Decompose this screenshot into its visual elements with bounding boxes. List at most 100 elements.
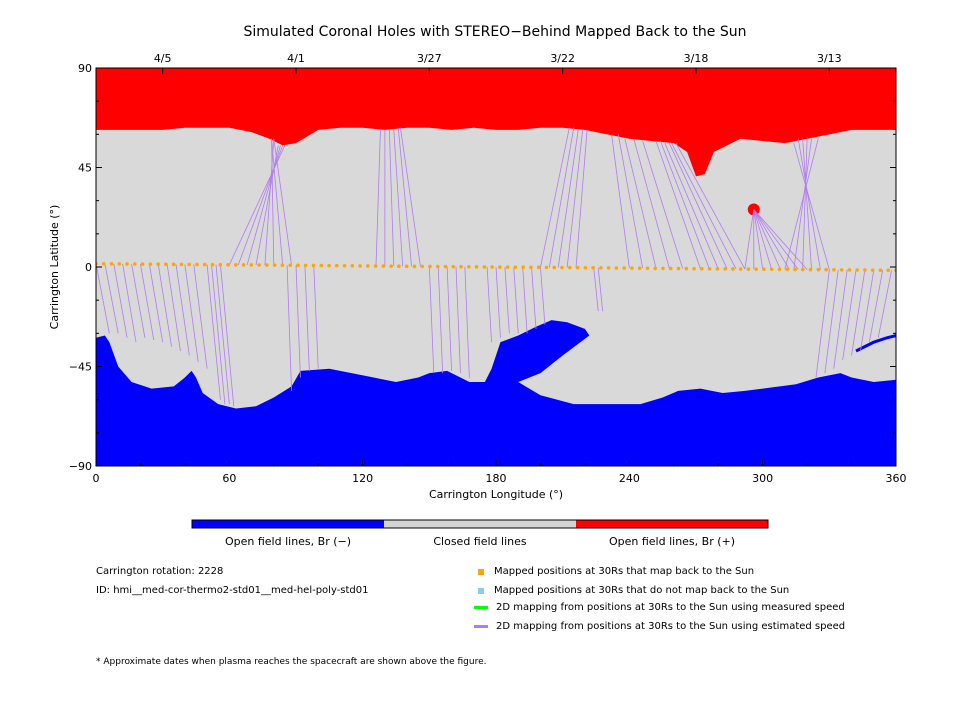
mapped-position-point (451, 264, 456, 269)
mapped-position-point (606, 266, 611, 270)
mapping-line (675, 142, 746, 270)
date-tick-label: 4/1 (287, 52, 305, 65)
north-coronal-hole (96, 68, 896, 177)
x-tick-label: 300 (752, 472, 773, 485)
mapping-line (504, 267, 510, 334)
mapped-position-point (241, 263, 246, 267)
legend-not-mapped: Mapped positions at 30Rs that do not map… (478, 585, 789, 596)
x-tick-label: 180 (486, 472, 507, 485)
mapped-position-point (397, 264, 401, 268)
mapping-line (815, 269, 830, 378)
mapping-line (664, 143, 719, 269)
mapped-position-point (428, 264, 432, 269)
mapping-line (753, 209, 808, 270)
mapping-line (540, 267, 546, 325)
y-tick-label: 90 (78, 62, 92, 75)
mapped-position-point (117, 262, 122, 266)
mapped-position-point (707, 266, 712, 271)
mapped-position-point (342, 263, 347, 268)
plot-area (96, 68, 896, 466)
mapped-position-point (863, 268, 867, 272)
mapping-line (215, 264, 230, 405)
footnote: * Approximate dates when plasma reaches … (96, 657, 487, 667)
legend-mapped-back: Mapped positions at 30Rs that map back t… (478, 566, 754, 577)
mapped-position-point (661, 266, 665, 271)
mapped-position-point (785, 267, 790, 272)
mapping-line (286, 265, 292, 391)
y-tick-label: 45 (78, 162, 92, 175)
mapped-position-point (319, 263, 324, 268)
legend-estimated-speed-label: 2D mapping from positions at 30Rs to the… (496, 621, 846, 632)
date-tick-label: 3/18 (684, 52, 709, 65)
mapping-line (375, 129, 381, 267)
mapping-line (597, 267, 604, 312)
mapped-position-point (731, 267, 735, 271)
mapped-position-point (109, 262, 114, 266)
chart-title: Simulated Coronal Holes with STEREO−Behi… (243, 24, 746, 40)
mapped-position-point (529, 265, 533, 270)
mapping-line (642, 140, 684, 269)
mapped-position-point (490, 265, 494, 269)
date-tick-label: 4/5 (154, 52, 172, 65)
mapped-position-point (847, 268, 852, 272)
mapping-line (157, 264, 172, 347)
mapped-position-point (334, 263, 339, 268)
mapped-position-point (754, 267, 758, 271)
mapping-line (428, 266, 435, 374)
mapped-position-point (443, 264, 448, 269)
south-coronal-hole (96, 320, 896, 466)
mapping-line (753, 209, 764, 270)
mapping-line (793, 143, 830, 270)
mapping-line (877, 270, 892, 338)
mapped-position-point (824, 267, 828, 272)
mapping-line (617, 134, 644, 269)
colorbar-frame (191, 519, 769, 529)
mapped-position-point (467, 264, 471, 269)
mapped-position-point (591, 266, 595, 270)
mapped-position-point (381, 264, 386, 268)
mapping-line (388, 129, 395, 267)
x-axis-label: Carrington Longitude (°) (429, 488, 563, 501)
mapping-line (784, 138, 819, 270)
mapping-line (313, 265, 319, 369)
mapped-position-point (202, 262, 207, 267)
legend-green-line (474, 606, 488, 609)
mapping-line (753, 209, 781, 270)
x-tick-label: 0 (93, 472, 100, 485)
mapped-position-point (498, 265, 502, 269)
legend-purple-line (474, 625, 488, 628)
mapping-line (393, 129, 404, 267)
legend-orange-square (478, 568, 484, 575)
mapping-line (446, 266, 452, 371)
mapping-line (744, 209, 755, 270)
mapped-position-point (358, 264, 362, 268)
mapping-line (753, 209, 772, 270)
mapped-position-point (327, 263, 331, 268)
date-tick-label: 3/13 (817, 52, 842, 65)
mapped-position-point (226, 262, 230, 267)
mapping-line (753, 209, 790, 270)
mapped-position-point (187, 262, 192, 267)
mapping-line (273, 138, 292, 266)
mapped-position-point (684, 266, 689, 271)
mapped-position-point (575, 265, 580, 270)
mapped-position-point (265, 263, 269, 267)
mapped-position-point (234, 263, 238, 267)
colorbar: Open field lines, Br (−) Closed field lin… (191, 519, 769, 548)
mapped-position-point (645, 266, 650, 271)
mapped-position-point (140, 262, 145, 266)
mapping-line (206, 264, 221, 400)
mapping-line (220, 264, 235, 407)
mapped-position-point (156, 262, 160, 266)
colorbar-segment (384, 520, 576, 528)
mapped-position-point (373, 264, 378, 268)
mapped-position-point (715, 267, 720, 271)
mapped-position-point (536, 265, 541, 270)
mapped-position-point (257, 263, 261, 267)
mapped-position-point (886, 268, 891, 273)
x-tick-label: 120 (352, 472, 373, 485)
mapping-line (455, 266, 461, 374)
mapping-line (397, 127, 412, 267)
mapped-position-point (622, 266, 626, 270)
